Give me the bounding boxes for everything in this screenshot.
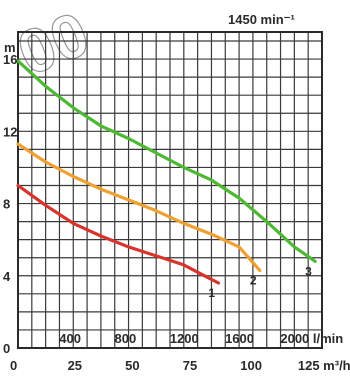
- x-tick-label-lmin: 800: [115, 331, 137, 346]
- plot-frame: [17, 31, 323, 349]
- y-tick-label: 8: [3, 197, 10, 212]
- y-tick-label: 0: [3, 341, 10, 356]
- series-label-3: 3: [305, 264, 312, 278]
- watermark: 00: [8, 0, 99, 90]
- x-tick-label-m3h: 100: [240, 358, 262, 373]
- x-tick-label-lmin: 1200: [170, 331, 199, 346]
- x-tick-label-m3h: 50: [125, 358, 139, 373]
- x-tick-label-lmin: 1600: [225, 331, 254, 346]
- x-tick-labels-m3h: 0 25 50 75 100 125 m³/h: [10, 358, 350, 373]
- series-label-2: 2: [250, 273, 257, 287]
- x-tick-label-lmin: 400: [59, 331, 81, 346]
- series-line-2: [16, 142, 262, 272]
- x-tick-label-m3h: 0: [10, 358, 17, 373]
- y-tick-label: 12: [3, 124, 17, 139]
- y-tick-labels: 16 12 8 4 0: [3, 52, 17, 356]
- series-line-3: [16, 59, 317, 263]
- watermark-text: 00: [9, 0, 99, 89]
- series-label-1: 1: [208, 286, 215, 300]
- y-tick-label: 16: [3, 52, 17, 67]
- plot-border: [17, 31, 323, 349]
- series-lines: [16, 59, 317, 285]
- y-tick-label: 4: [3, 269, 11, 284]
- x-tick-label-lmin: 2000 l/min: [280, 331, 343, 346]
- y-unit-label: m: [4, 40, 16, 55]
- x-tick-label-m3h: 25: [68, 358, 82, 373]
- x-tick-labels-lmin: 400 800 1200 1600 2000 l/min: [59, 331, 343, 346]
- x-tick-label-m3h: 125 m³/h: [298, 358, 350, 373]
- series-line-1: [16, 183, 220, 285]
- series-labels: 1 2 3: [208, 264, 312, 300]
- speed-label: 1450 min⁻¹: [228, 12, 295, 27]
- x-tick-label-m3h: 75: [183, 358, 197, 373]
- chart-grid: [18, 32, 322, 348]
